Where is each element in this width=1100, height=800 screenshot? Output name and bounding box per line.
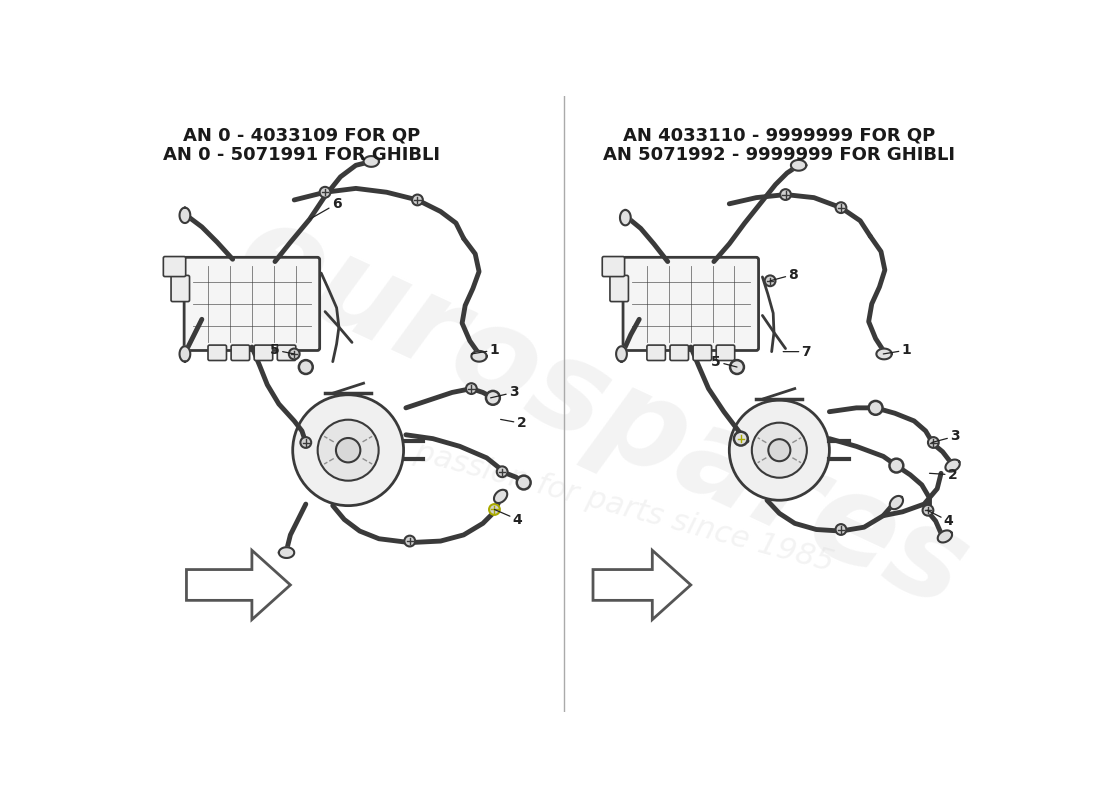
Circle shape bbox=[890, 458, 903, 473]
Circle shape bbox=[869, 401, 882, 414]
Circle shape bbox=[517, 476, 530, 490]
FancyBboxPatch shape bbox=[603, 257, 625, 277]
Polygon shape bbox=[937, 530, 953, 542]
Circle shape bbox=[320, 187, 330, 198]
Circle shape bbox=[751, 422, 807, 478]
Circle shape bbox=[289, 349, 299, 359]
Circle shape bbox=[923, 505, 933, 516]
FancyBboxPatch shape bbox=[254, 345, 273, 361]
Circle shape bbox=[736, 434, 746, 444]
Polygon shape bbox=[877, 349, 892, 359]
Text: 5: 5 bbox=[271, 343, 295, 357]
Text: 7: 7 bbox=[783, 345, 811, 358]
Text: AN 4033110 - 9999999 FOR QP: AN 4033110 - 9999999 FOR QP bbox=[624, 126, 935, 145]
Polygon shape bbox=[186, 550, 290, 619]
FancyBboxPatch shape bbox=[231, 345, 250, 361]
Text: AN 5071992 - 9999999 FOR GHIBLI: AN 5071992 - 9999999 FOR GHIBLI bbox=[603, 146, 955, 164]
Text: 8: 8 bbox=[770, 268, 799, 282]
Circle shape bbox=[836, 524, 846, 535]
Text: 5: 5 bbox=[712, 354, 737, 369]
Text: a passion for parts since 1985: a passion for parts since 1985 bbox=[384, 430, 836, 578]
FancyBboxPatch shape bbox=[208, 345, 227, 361]
Polygon shape bbox=[279, 547, 294, 558]
Text: 4: 4 bbox=[495, 510, 522, 526]
Circle shape bbox=[928, 437, 938, 448]
FancyBboxPatch shape bbox=[670, 345, 689, 361]
Circle shape bbox=[405, 536, 415, 546]
Polygon shape bbox=[616, 346, 627, 362]
Polygon shape bbox=[494, 490, 507, 503]
Text: 6: 6 bbox=[310, 197, 341, 219]
Circle shape bbox=[318, 420, 378, 481]
FancyBboxPatch shape bbox=[716, 345, 735, 361]
Polygon shape bbox=[179, 346, 190, 362]
FancyBboxPatch shape bbox=[647, 345, 666, 361]
Circle shape bbox=[490, 504, 499, 515]
Circle shape bbox=[412, 194, 422, 206]
Circle shape bbox=[336, 438, 361, 462]
Polygon shape bbox=[364, 156, 378, 167]
Circle shape bbox=[293, 394, 404, 506]
Circle shape bbox=[729, 400, 829, 500]
FancyBboxPatch shape bbox=[693, 345, 712, 361]
Circle shape bbox=[764, 275, 776, 286]
Text: AN 0 - 5071991 FOR GHIBLI: AN 0 - 5071991 FOR GHIBLI bbox=[164, 146, 440, 164]
Circle shape bbox=[466, 383, 476, 394]
Polygon shape bbox=[791, 160, 806, 170]
Text: 2: 2 bbox=[930, 468, 957, 482]
Circle shape bbox=[497, 466, 507, 477]
Text: 3: 3 bbox=[932, 430, 959, 443]
FancyBboxPatch shape bbox=[277, 345, 296, 361]
Circle shape bbox=[730, 360, 744, 374]
Circle shape bbox=[299, 360, 312, 374]
Polygon shape bbox=[890, 496, 903, 509]
Polygon shape bbox=[472, 351, 486, 362]
FancyBboxPatch shape bbox=[163, 257, 186, 277]
Circle shape bbox=[836, 202, 846, 213]
Polygon shape bbox=[620, 210, 630, 226]
Text: 1: 1 bbox=[472, 343, 499, 357]
Text: AN 0 - 4033109 FOR QP: AN 0 - 4033109 FOR QP bbox=[184, 126, 420, 145]
Text: eurospares: eurospares bbox=[219, 190, 986, 634]
Circle shape bbox=[780, 189, 791, 200]
FancyBboxPatch shape bbox=[609, 275, 628, 302]
Circle shape bbox=[486, 391, 499, 405]
Circle shape bbox=[300, 437, 311, 448]
Text: 2: 2 bbox=[500, 416, 526, 430]
Circle shape bbox=[734, 432, 748, 446]
Text: 4: 4 bbox=[927, 510, 954, 528]
FancyBboxPatch shape bbox=[172, 275, 189, 302]
Text: 3: 3 bbox=[491, 386, 518, 399]
Polygon shape bbox=[945, 459, 960, 472]
Polygon shape bbox=[179, 208, 190, 223]
FancyBboxPatch shape bbox=[623, 258, 759, 350]
Circle shape bbox=[768, 439, 791, 462]
Text: 1: 1 bbox=[883, 343, 911, 357]
FancyBboxPatch shape bbox=[184, 258, 320, 350]
Polygon shape bbox=[593, 550, 691, 619]
